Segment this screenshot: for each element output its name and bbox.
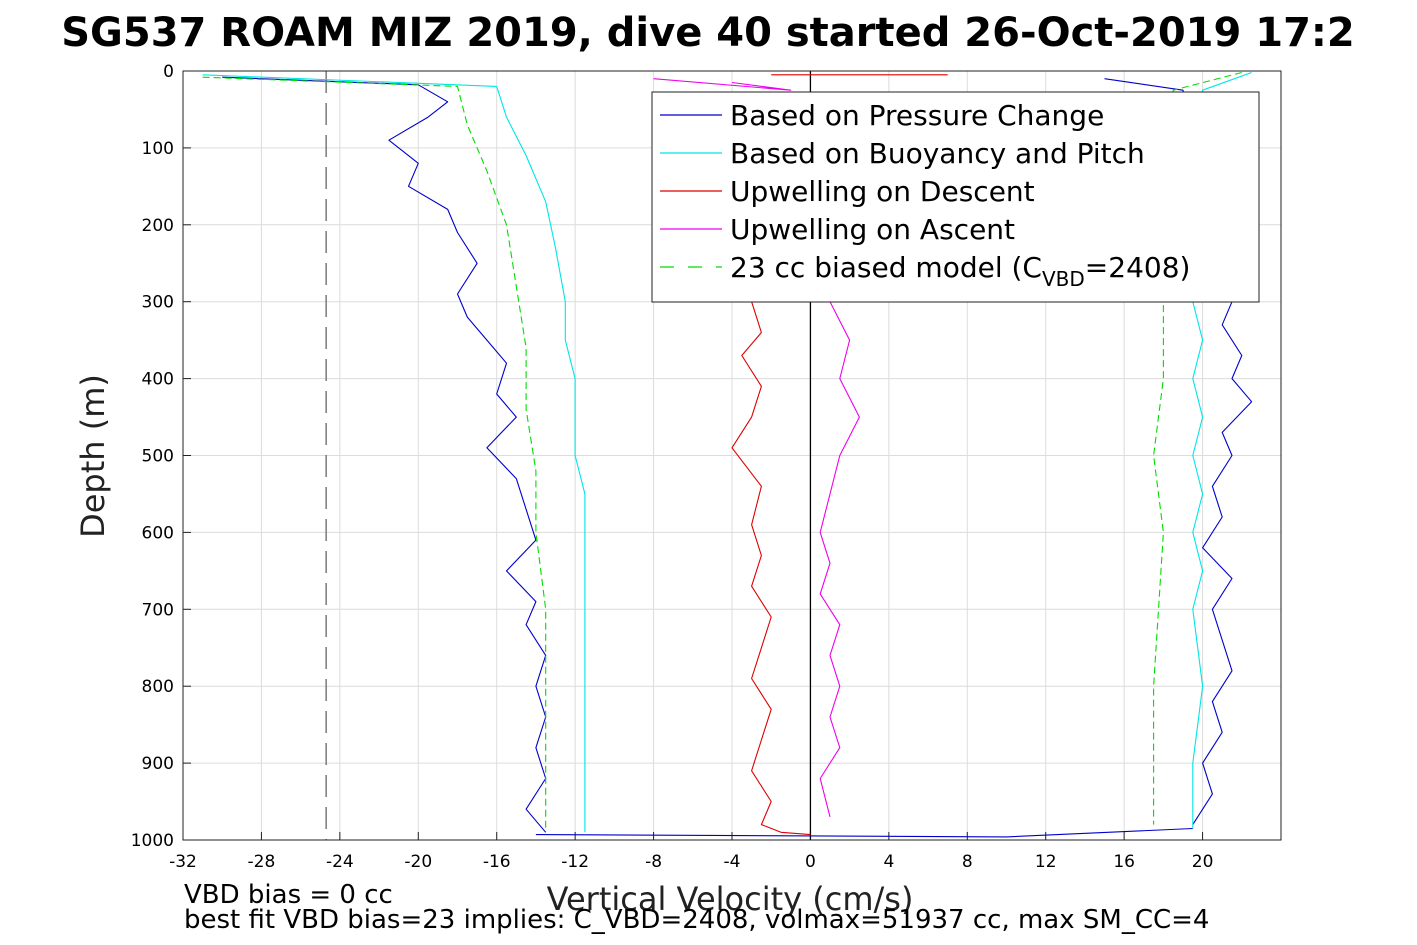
legend: Based on Pressure Change Based on Buoyanc… <box>651 91 1260 303</box>
x-tick-label: 12 <box>1035 852 1057 872</box>
series-0 <box>222 76 1253 838</box>
x-tick-label: 0 <box>805 852 816 872</box>
y-tick-label: 1000 <box>131 831 174 851</box>
series-line <box>202 76 547 829</box>
best-fit-note: best fit VBD bias=23 implies: C_VBD=2408… <box>184 905 1209 935</box>
y-tick-label: 0 <box>163 62 174 82</box>
series-4 <box>202 71 1242 829</box>
x-tick-label: -12 <box>561 852 589 872</box>
series-line <box>222 76 547 833</box>
y-tick-labels: 0 100 200 300 400 500 600 700 800 900 1000 <box>131 62 174 851</box>
x-tick-label: -16 <box>483 852 511 872</box>
y-tick-label: 600 <box>142 523 174 543</box>
y-axis-label: Depth (m) <box>74 374 112 538</box>
y-tick-label: 900 <box>142 754 174 774</box>
series-line <box>1104 78 1253 825</box>
legend-label: Upwelling on Ascent <box>730 213 1015 246</box>
y-tick-label: 500 <box>142 447 174 467</box>
series-line <box>1153 71 1242 825</box>
bias-note: VBD bias = 0 cc <box>184 880 393 910</box>
series-line <box>731 301 811 836</box>
legend-box <box>651 91 1260 303</box>
plot-frame <box>182 70 1282 841</box>
series-line <box>819 301 860 818</box>
series-line <box>1192 71 1252 829</box>
x-tick-label: -24 <box>326 852 354 872</box>
x-tick-label: 16 <box>1113 852 1135 872</box>
series-1 <box>202 71 1252 833</box>
x-tick-label: -32 <box>169 852 197 872</box>
series-2 <box>731 74 948 836</box>
y-tick-label: 100 <box>142 139 174 159</box>
x-tick-labels: -32 -28 -24 -20 -16 -12 -8 -4 0 4 8 12 16 20 <box>169 852 1213 872</box>
chart-title: SG537 ROAM MIZ 2019, dive 40 started 26-… <box>61 10 1355 56</box>
x-tick-label: 4 <box>883 852 894 872</box>
y-tick-label: 800 <box>142 677 174 697</box>
y-tick-label: 700 <box>142 600 174 620</box>
series-line <box>202 74 586 833</box>
x-tick-label: -28 <box>248 852 276 872</box>
series-line <box>653 78 792 91</box>
legend-label: 23 cc biased model (CVBD=2408) <box>730 251 1190 291</box>
legend-label: Based on Buoyancy and Pitch <box>730 137 1145 170</box>
x-axis-label: Vertical Velocity (cm/s) <box>547 880 914 918</box>
y-tick-label: 400 <box>142 370 174 390</box>
x-tick-label: -8 <box>645 852 662 872</box>
legend-label: Upwelling on Descent <box>730 175 1035 208</box>
y-tick-label: 300 <box>142 293 174 313</box>
x-tick-label: 20 <box>1192 852 1214 872</box>
x-tick-label: 8 <box>962 852 973 872</box>
x-tick-label: -4 <box>724 852 741 872</box>
legend-label: Based on Pressure Change <box>730 99 1104 132</box>
series-line <box>535 827 1193 838</box>
series-3 <box>653 78 860 818</box>
x-tick-label: -20 <box>404 852 432 872</box>
y-tick-label: 200 <box>142 216 174 236</box>
series-group <box>202 71 1253 838</box>
